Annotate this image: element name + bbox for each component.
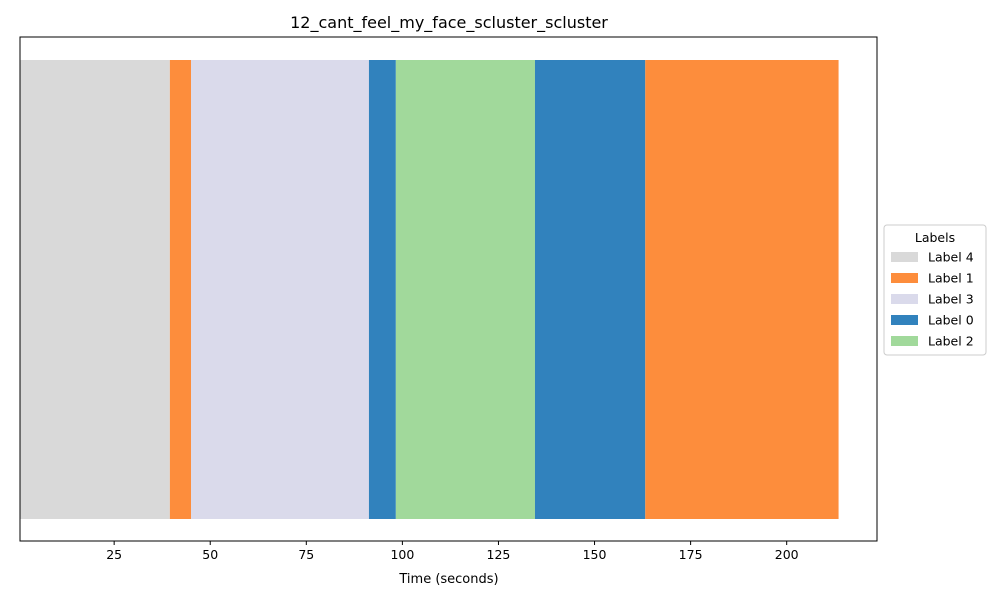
legend-label-label-4: Label 4 — [928, 250, 974, 265]
segment-label-0-3 — [368, 60, 396, 519]
x-axis-ticks: 25 50 75 100 125 150 175 200 — [106, 541, 799, 562]
plot-frame — [19, 36, 878, 542]
x-tick-label: 75 — [298, 547, 314, 562]
legend-label-label-0: Label 0 — [928, 313, 974, 328]
x-tick-label: 200 — [775, 547, 799, 562]
x-tick-label: 175 — [679, 547, 703, 562]
x-tick-label: 150 — [583, 547, 607, 562]
legend-label-label-3: Label 3 — [928, 292, 974, 307]
x-tick-label: 25 — [106, 547, 122, 562]
legend-swatch-label-3 — [891, 294, 918, 304]
legend-swatch-label-1 — [891, 273, 918, 283]
segment-label-1-1 — [169, 60, 192, 519]
x-axis-title: Time (seconds) — [398, 572, 498, 587]
segment-label-4-0 — [20, 60, 170, 519]
segment-label-2-4 — [395, 60, 535, 519]
segment-label-1-6 — [645, 60, 839, 519]
chart-title: 12_cant_feel_my_face_scluster_scluster — [290, 13, 608, 33]
segments-layer — [20, 60, 839, 519]
x-tick-label: 100 — [390, 547, 414, 562]
legend-swatch-label-4 — [891, 252, 918, 262]
legend-label-label-2: Label 2 — [928, 334, 974, 349]
x-tick-label: 125 — [487, 547, 511, 562]
x-tick-label: 50 — [202, 547, 218, 562]
segment-label-3-2 — [191, 60, 369, 519]
legend-items: Label 4 Label 1 Label 3 Label 0 Label 2 — [891, 250, 974, 349]
legend-title: Labels — [915, 230, 955, 245]
legend-label-label-1: Label 1 — [928, 271, 974, 286]
segment-label-0-5 — [534, 60, 646, 519]
legend-swatch-label-0 — [891, 315, 918, 325]
legend-swatch-label-2 — [891, 336, 918, 346]
